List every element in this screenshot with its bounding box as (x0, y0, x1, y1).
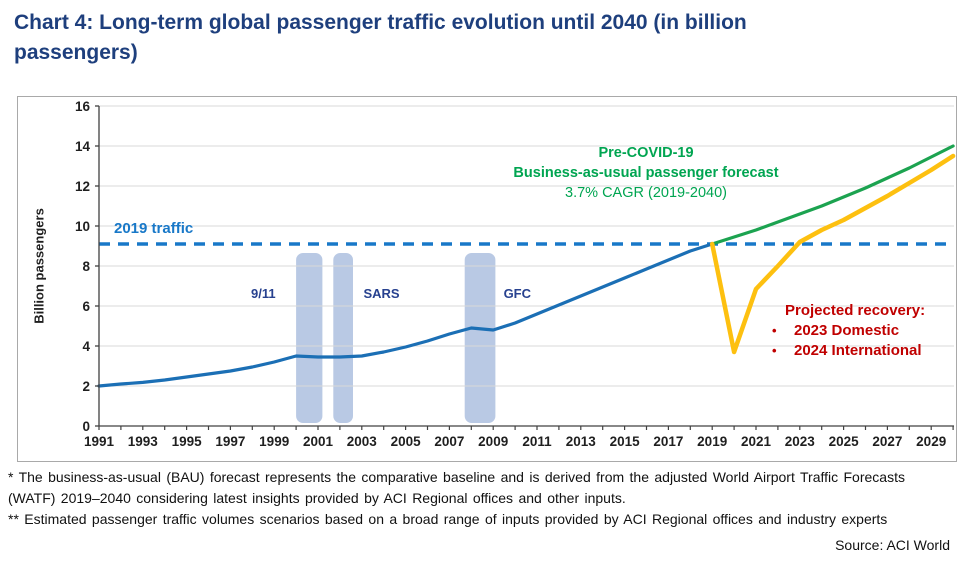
bullet-icon: • (772, 343, 777, 358)
recovery-annotation: Projected recovery: • 2023 Domestic • 20… (770, 301, 925, 361)
x-axis-tick-label: 1993 (128, 434, 159, 449)
x-axis-tick-label: 1997 (215, 434, 245, 449)
x-axis-tick-label: 1999 (259, 434, 289, 449)
forecast-annotation: Pre-COVID-19 Business-as-usual passenger… (466, 143, 826, 203)
y-axis-tick-label: 6 (82, 299, 90, 314)
x-axis-tick-label: 2003 (347, 434, 378, 449)
event-band-GFC (464, 253, 496, 423)
x-axis-tick-label: 2001 (303, 434, 334, 449)
chart-panel: 0 2 4 6 8 10 12 14 16 1991 1993 1995 1997 1999 2001 200… (17, 96, 957, 462)
event-band-9/11 (296, 253, 323, 423)
y-axis-tick-label: 16 (75, 99, 91, 114)
x-axis-tick-label: 2011 (522, 434, 552, 449)
x-axis-tick-label: 2017 (653, 434, 683, 449)
recovery-annotation-bullet-2: 2024 International (794, 342, 922, 359)
x-axis-tick-label: 2009 (478, 434, 508, 449)
x-axis-tick-label: 2027 (872, 434, 902, 449)
x-axis-tick-label: 2021 (741, 434, 772, 449)
chart-canvas: 0 2 4 6 8 10 12 14 16 1991 1993 1995 1997 1999 2001 200… (75, 99, 956, 449)
event-band-label-GFC: GFC (504, 286, 532, 301)
x-axis-tick-label: 2029 (916, 434, 946, 449)
recovery-annotation-item: • 2023 Domestic (770, 321, 925, 341)
reference-line-label: 2019 traffic (114, 220, 194, 237)
x-axis-tick-label: 2005 (391, 434, 422, 449)
x-axis-tick-label: 2007 (434, 434, 464, 449)
event-band-SARS (333, 253, 353, 423)
recovery-annotation-title: Projected recovery: (785, 302, 926, 319)
forecast-annotation-line1: Pre-COVID-19 (598, 145, 694, 161)
x-axis-tick-label: 2015 (610, 434, 641, 449)
y-axis-tick-label: 8 (82, 259, 90, 274)
y-axis-tick-label: 4 (82, 339, 90, 354)
x-axis-tick-label: 1991 (84, 434, 115, 449)
y-axis-title: Billion passengers (31, 208, 47, 324)
recovery-annotation-item: • 2024 International (770, 341, 925, 361)
x-axis-tick-label: 2013 (566, 434, 597, 449)
x-axis-tick-label: 2023 (785, 434, 816, 449)
y-axis-tick-label: 10 (75, 219, 90, 234)
recovery-annotation-bullet-1: 2023 Domestic (794, 322, 900, 339)
y-axis-tick-label: 2 (82, 379, 90, 394)
event-band-label-SARS: SARS (363, 286, 399, 301)
source-note: Source: ACI World (835, 537, 950, 553)
chart-title: Chart 4: Long-term global passenger traf… (14, 11, 747, 64)
event-band-label-9/11: 9/11 (251, 286, 276, 301)
x-axis-tick-label: 2025 (829, 434, 860, 449)
y-axis-tick-label: 12 (75, 179, 90, 194)
x-axis-tick-label: 1995 (172, 434, 203, 449)
x-axis-tick-label: 2019 (697, 434, 727, 449)
bullet-icon: • (772, 323, 777, 338)
footnote-1: * The business-as-usual (BAU) forecast r… (8, 469, 905, 506)
footnotes: * The business-as-usual (BAU) forecast r… (8, 467, 913, 530)
y-axis-tick-label: 0 (82, 419, 90, 434)
series-line-forecast (710, 144, 955, 246)
forecast-annotation-line3: 3.7% CAGR (2019-2040) (565, 185, 727, 201)
series-line-recovery (709, 153, 956, 355)
y-axis-tick-label: 14 (75, 139, 91, 154)
forecast-annotation-line2: Business-as-usual passenger forecast (513, 165, 779, 181)
footnote-2: ** Estimated passenger traffic volumes s… (8, 511, 888, 527)
series-line-historical (97, 242, 714, 388)
